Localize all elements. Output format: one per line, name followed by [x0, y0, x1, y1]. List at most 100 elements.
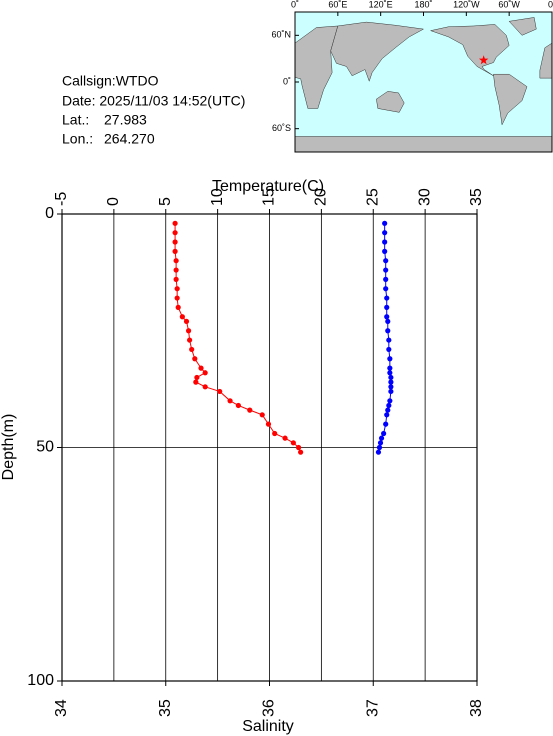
profile-point — [388, 384, 394, 390]
x2-tick-label: -5 — [53, 192, 70, 206]
land — [294, 136, 553, 153]
map-lon-label: 120˚W — [453, 0, 480, 9]
date: Date: 2025/11/03 14:52(UTC) — [62, 93, 245, 109]
profile-point — [189, 346, 195, 353]
profile-point — [383, 267, 389, 273]
profile-point — [174, 286, 180, 292]
x2-tick-label: 10 — [209, 188, 226, 206]
profile-point — [384, 412, 390, 418]
land — [539, 42, 553, 79]
lon: 264.270 — [104, 131, 155, 147]
map-lon-label: 0˚ — [548, 0, 553, 9]
land — [429, 24, 510, 76]
profile-point — [193, 379, 199, 385]
profile-point — [187, 337, 193, 343]
lon-label: Lon.: — [62, 131, 93, 147]
profile-point — [282, 435, 288, 441]
profile-point — [174, 295, 180, 301]
map-lat-label: 60˚N — [271, 30, 291, 40]
x-tick-label: 35 — [157, 699, 174, 717]
profile-point — [383, 286, 389, 292]
profile-point — [259, 412, 265, 418]
map — [294, 11, 553, 153]
profile-point — [172, 220, 178, 226]
x2-tick-label: 35 — [468, 188, 485, 206]
profile-point — [383, 276, 389, 282]
profile-point — [198, 365, 204, 371]
x2-tick-label: 30 — [416, 188, 433, 206]
x-tick-label: 37 — [364, 699, 381, 717]
profile-point — [377, 440, 384, 446]
profile-point — [382, 248, 388, 254]
profile-point — [192, 356, 198, 362]
x2-axis-label: Temperature(C) — [212, 178, 324, 195]
profile-point — [378, 435, 385, 441]
x-tick-label: 34 — [53, 699, 70, 717]
profile-point — [183, 318, 190, 325]
lat: 27.983 — [104, 112, 147, 128]
profile-point — [173, 258, 179, 264]
profile-point — [382, 230, 388, 236]
y-tick-label: 0 — [45, 205, 54, 222]
map-lat-label: 0˚ — [283, 76, 291, 86]
land — [493, 73, 528, 126]
x-axis-label: Salinity — [242, 718, 294, 735]
profile-point — [202, 370, 208, 376]
x2-tick-label: 0 — [105, 197, 122, 206]
profile-point — [376, 444, 383, 451]
x2-tick-label: 25 — [364, 188, 381, 206]
profile-point — [381, 430, 387, 437]
land — [294, 25, 339, 109]
profile-point — [388, 388, 394, 395]
profile-point — [175, 304, 181, 310]
profile-point — [202, 384, 208, 390]
profile-point — [290, 440, 296, 446]
map-lon-label: 0˚ — [291, 0, 299, 9]
y-axis-label: Depth(m) — [0, 414, 17, 481]
profile-point — [173, 267, 179, 273]
profile-point — [387, 356, 393, 362]
profile-point — [383, 421, 389, 427]
profile-point — [385, 318, 391, 325]
profile-point — [385, 328, 391, 334]
profile-point — [172, 239, 178, 245]
profile-point — [298, 449, 304, 455]
profile-point — [385, 407, 391, 413]
map-lon-label: 180˚ — [414, 0, 432, 9]
x2-tick-label: 5 — [157, 197, 174, 206]
profile-point — [295, 444, 302, 451]
profile-point — [172, 248, 178, 254]
x-tick-label: 38 — [468, 699, 485, 717]
land — [330, 21, 425, 82]
lat-label: Lat.: — [62, 112, 89, 128]
y-tick-label: 100 — [27, 672, 54, 689]
profile-line — [174, 223, 302, 453]
profile-point — [382, 220, 388, 226]
x2-tick-label: 15 — [261, 188, 278, 206]
profile-point — [247, 407, 253, 413]
callsign: Callsign:WTDO — [62, 73, 159, 89]
station-marker — [478, 55, 489, 65]
profile-point — [185, 328, 192, 334]
profile-point — [265, 421, 272, 427]
profile-point — [235, 402, 241, 409]
plot-frame — [61, 213, 478, 682]
map-lon-label: 120˚E — [369, 0, 393, 9]
profile-point — [272, 430, 278, 437]
profile-point — [384, 314, 390, 320]
x2-tick-label: 20 — [313, 188, 330, 206]
map-lat-label: 60˚S — [272, 123, 291, 133]
profile-point — [227, 398, 233, 404]
profile-point — [387, 370, 393, 376]
map-lon-label: 60˚E — [328, 0, 347, 9]
land — [508, 17, 537, 36]
profile-point — [194, 374, 200, 381]
profile-point — [217, 388, 223, 395]
profile-point — [172, 230, 178, 236]
profile-point — [384, 304, 390, 310]
profile-point — [383, 258, 389, 264]
y-tick-label: 50 — [36, 439, 54, 456]
map-lon-label: 60˚W — [498, 0, 520, 9]
profile-point — [387, 398, 393, 404]
